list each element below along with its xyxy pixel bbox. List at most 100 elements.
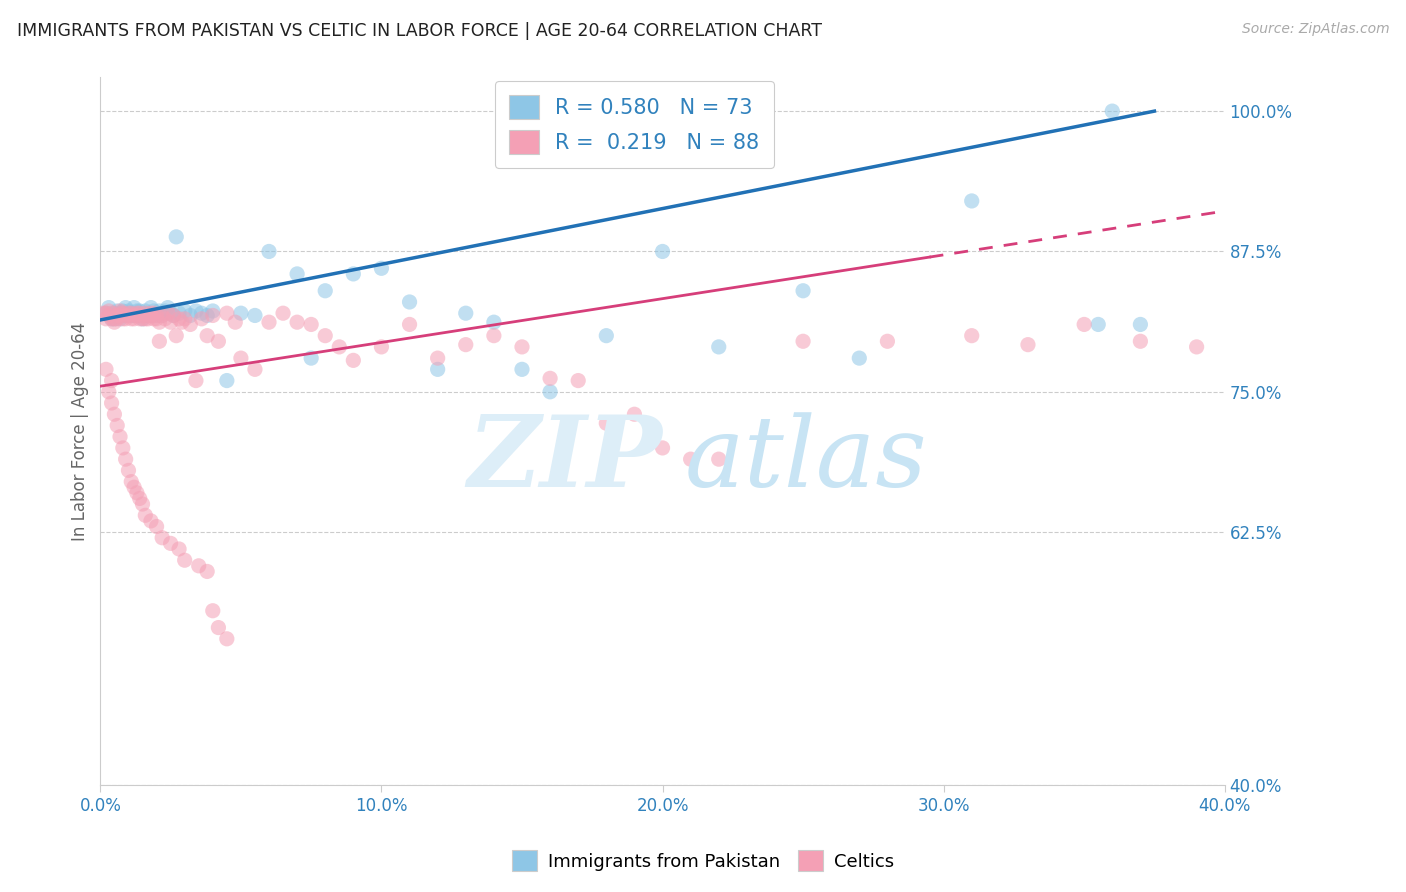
Point [328,340,350,354]
Point [97,384,120,399]
Point [125,309,148,323]
Point [120,311,142,326]
Point [148,334,170,349]
Point [229,306,252,320]
Point [848,351,870,365]
Point [142,306,165,320]
Point [131,311,153,326]
Point [94,362,117,376]
Point [623,407,645,421]
Point [131,311,153,326]
Point [159,306,181,320]
Point [454,306,477,320]
Point [114,301,136,315]
Point [215,374,238,388]
Point [243,362,266,376]
Point [271,306,294,320]
Point [398,295,420,310]
Point [120,475,142,489]
Point [299,351,322,365]
Point [285,315,308,329]
Text: atlas: atlas [685,412,928,507]
Point [454,337,477,351]
Point [145,309,167,323]
Point [567,374,589,388]
Point [125,306,148,320]
Point [159,315,181,329]
Point [190,311,212,326]
Point [125,486,148,500]
Point [136,309,159,323]
Point [1073,318,1095,332]
Point [103,306,125,320]
Point [103,311,125,326]
Point [105,311,128,326]
Point [224,315,246,329]
Point [1101,104,1123,119]
Point [134,304,156,318]
Point [111,311,134,326]
Point [370,261,392,276]
Point [150,306,173,320]
Point [97,304,120,318]
Point [128,306,150,320]
Point [201,309,224,323]
Point [97,301,120,315]
Point [243,309,266,323]
Point [136,306,159,320]
Point [100,306,122,320]
Point [111,309,134,323]
Point [165,328,187,343]
Point [100,311,122,326]
Point [125,304,148,318]
Point [139,301,162,315]
Point [100,311,122,326]
Point [142,311,165,326]
Point [1185,340,1208,354]
Point [426,351,449,365]
Point [651,244,673,259]
Point [184,374,207,388]
Point [108,311,131,326]
Point [167,306,190,320]
Point [136,311,159,326]
Point [187,558,209,573]
Point [156,306,179,320]
Point [131,497,153,511]
Point [595,328,617,343]
Point [117,309,139,323]
Point [482,328,505,343]
Point [173,311,195,326]
Point [91,306,114,320]
Point [153,304,176,318]
Point [105,418,128,433]
Legend: R = 0.580   N = 73, R =  0.219   N = 88: R = 0.580 N = 73, R = 0.219 N = 88 [495,81,773,169]
Point [482,315,505,329]
Point [707,340,730,354]
Point [201,304,224,318]
Point [792,284,814,298]
Point [173,304,195,318]
Point [139,306,162,320]
Point [117,309,139,323]
Point [707,452,730,467]
Point [179,309,201,323]
Point [257,244,280,259]
Text: Source: ZipAtlas.com: Source: ZipAtlas.com [1241,22,1389,37]
Point [117,463,139,477]
Point [398,318,420,332]
Point [128,304,150,318]
Point [538,371,561,385]
Point [960,194,983,208]
Point [122,309,145,323]
Point [184,304,207,318]
Point [538,384,561,399]
Point [105,309,128,323]
Point [108,430,131,444]
Point [195,328,218,343]
Point [108,306,131,320]
Point [370,340,392,354]
Point [1129,334,1152,349]
Point [108,304,131,318]
Point [103,311,125,326]
